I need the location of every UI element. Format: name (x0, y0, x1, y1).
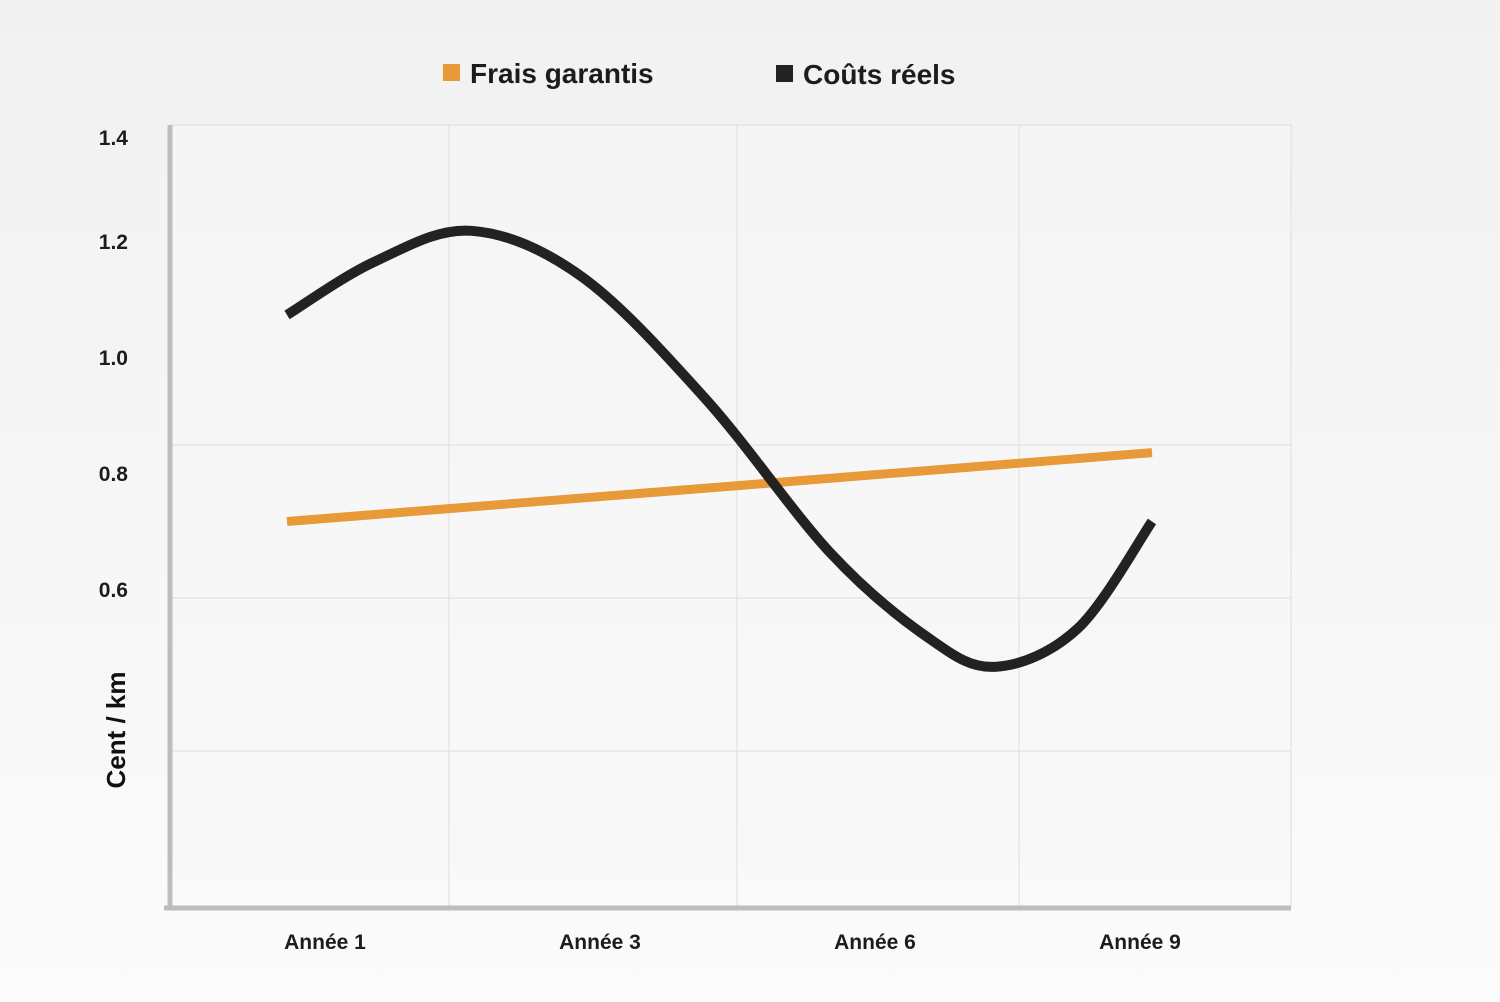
y-tick-label: 1.2 (99, 231, 128, 254)
x-tick-label: Année 3 (559, 931, 641, 954)
y-tick-label: 1.4 (99, 127, 129, 150)
series-lines (284, 225, 1157, 672)
y-axis-title: Cent / km (101, 671, 131, 788)
y-tick-label: 0.8 (99, 463, 129, 486)
x-tick-labels: Année 1 Année 3 Année 6 Année 9 (284, 931, 1181, 954)
legend-label: Frais garantis (470, 58, 654, 89)
x-tick-label: Année 9 (1099, 931, 1181, 954)
y-tick-label: 1.0 (99, 347, 128, 370)
legend-label: Coûts réels (803, 59, 956, 90)
legend-swatch (776, 65, 793, 82)
x-tick-label: Année 1 (284, 931, 366, 954)
legend-swatch (443, 64, 460, 81)
legend: Frais garantis Coûts réels (443, 58, 956, 90)
series-line-frais-garantis (286, 448, 1153, 526)
y-tick-label: 0.6 (99, 579, 128, 602)
series-line-couts-reels (284, 225, 1157, 672)
y-tick-labels: 1.4 1.2 1.0 0.8 0.6 (99, 127, 129, 602)
x-tick-label: Année 6 (834, 931, 916, 954)
axes (164, 125, 1291, 911)
